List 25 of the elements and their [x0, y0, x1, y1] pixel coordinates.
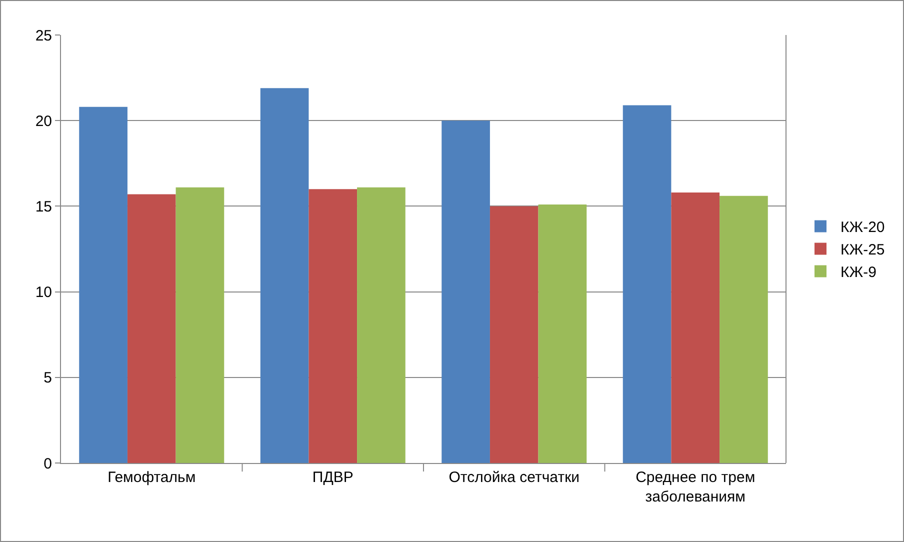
- bar: [442, 120, 490, 463]
- bar: [357, 187, 406, 463]
- legend-label: КЖ-25: [840, 242, 885, 259]
- y-tick-label: 20: [35, 112, 52, 130]
- x-tick-label: Среднее по трем заболеваниям: [636, 469, 756, 506]
- legend-label: КЖ-20: [840, 219, 885, 236]
- bar: [127, 194, 176, 463]
- bar: [622, 105, 672, 463]
- bar: [308, 189, 358, 463]
- bar: [260, 88, 309, 463]
- bar: [490, 206, 538, 463]
- bar: [671, 192, 720, 463]
- x-tick-label: Гемофтальм: [108, 469, 196, 486]
- y-tick-label: 10: [35, 284, 52, 302]
- y-tick-label: 15: [35, 198, 52, 216]
- y-tick-label: 0: [44, 455, 52, 472]
- bar: [720, 196, 768, 463]
- legend-label: КЖ-9: [840, 264, 876, 282]
- y-tick-label: 25: [35, 27, 52, 44]
- x-tick-label: Отслойка сетчатки: [448, 469, 580, 486]
- x-tick-label: ПДВР: [312, 469, 354, 486]
- bar: [79, 106, 128, 463]
- bar: [176, 187, 224, 463]
- bar: [538, 204, 587, 463]
- y-tick-label: 5: [44, 370, 52, 387]
